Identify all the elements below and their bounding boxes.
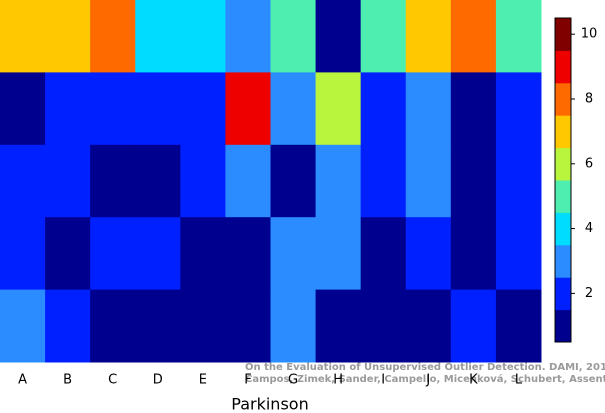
- x-axis-label: Parkinson: [231, 395, 308, 413]
- heatmap-cell: [45, 217, 91, 291]
- heatmap-cell: [315, 144, 362, 218]
- x-tick-label: B: [63, 373, 72, 388]
- colorbar-tick-label: 4: [585, 221, 593, 236]
- heatmap-cell: [495, 72, 542, 146]
- heatmap-cell: [315, 72, 362, 146]
- colorbar-band: [555, 115, 571, 149]
- heatmap-cell: [45, 144, 91, 218]
- heatmap-cell: [495, 0, 542, 73]
- heatmap-cell: [315, 0, 362, 73]
- heatmap-cell: [90, 289, 136, 363]
- heatmap-cell: [135, 72, 181, 146]
- heatmap-cell: [270, 72, 317, 146]
- heatmap-cell: [90, 0, 136, 73]
- heatmap-cell: [90, 144, 136, 218]
- heatmap-cell: [0, 217, 46, 291]
- heatmap-cell: [360, 72, 407, 146]
- annotation: Campos, Zimek, Sander, Campello, Micenko…: [245, 373, 605, 385]
- heatmap-cell: [180, 72, 226, 146]
- heatmap-cell: [360, 144, 407, 218]
- heatmap-cell: [45, 289, 91, 363]
- x-tick-label: H: [333, 373, 343, 388]
- heatmap-cell: [450, 217, 497, 291]
- heatmap-cell: [405, 144, 452, 218]
- x-tick-label: F: [244, 373, 251, 388]
- colorbar-band: [555, 277, 571, 311]
- heatmap-cell: [360, 217, 407, 291]
- heatmap-cell: [225, 72, 271, 146]
- heatmap-cell: [0, 289, 46, 363]
- colorbar-band: [555, 147, 571, 181]
- x-tick-label: L: [515, 373, 523, 388]
- heatmap-cell: [90, 217, 136, 291]
- heatmap-cell: [495, 144, 542, 218]
- heatmap-cell: [360, 289, 407, 363]
- heatmap-cell: [360, 0, 407, 73]
- heatmap-cell: [225, 144, 271, 218]
- heatmap-cell: [0, 0, 46, 73]
- heatmap-cell: [180, 0, 226, 73]
- colorbar-band: [555, 244, 571, 278]
- heatmap-cell: [135, 144, 181, 218]
- colorbar-band: [555, 18, 571, 51]
- heatmap-cell: [0, 144, 46, 218]
- x-tick-label: C: [108, 373, 117, 388]
- colorbar-frame: [554, 17, 572, 343]
- x-tick-label: E: [199, 373, 207, 388]
- colorbar-band: [555, 212, 571, 246]
- colorbar-band: [555, 82, 571, 116]
- x-tick-label: I: [381, 373, 385, 388]
- heatmap-cell: [450, 289, 497, 363]
- heatmap-cell: [315, 217, 362, 291]
- heatmap-cell: [225, 0, 271, 73]
- heatmap-cell: [45, 0, 91, 73]
- heatmap-cell: [180, 217, 226, 291]
- colorbar-band: [555, 309, 571, 343]
- heatmap-cell: [135, 217, 181, 291]
- colorbar-tick-label: 2: [585, 286, 593, 301]
- colorbar-band: [555, 50, 571, 84]
- colorbar-tick-label: 8: [585, 92, 593, 107]
- heatmap-cell: [450, 0, 497, 73]
- heatmap-cell: [315, 289, 362, 363]
- x-tick-label: D: [153, 373, 163, 388]
- heatmap-cell: [135, 0, 181, 73]
- heatmap-cell: [90, 72, 136, 146]
- heatmap-cell: [45, 72, 91, 146]
- heatmap-cell: [225, 217, 271, 291]
- heatmap-cell: [450, 144, 497, 218]
- heatmap-cell: [405, 72, 452, 146]
- heatmap-cell: [495, 217, 542, 291]
- x-tick-label: G: [288, 373, 298, 388]
- heatmap-cell: [450, 72, 497, 146]
- x-tick-label: K: [469, 373, 478, 388]
- x-tick-label: A: [18, 373, 27, 388]
- heatmap-cell: [225, 289, 271, 363]
- heatmap-cell: [135, 289, 181, 363]
- heatmap-cell: [180, 289, 226, 363]
- annotation: On the Evaluation of Unsupervised Outlie…: [245, 362, 605, 373]
- heatmap-cell: [405, 289, 452, 363]
- colorbar-tick-label: 6: [585, 156, 593, 171]
- heatmap-cell: [270, 289, 317, 363]
- heatmap-cell: [270, 144, 317, 218]
- heatmap-cell: [495, 289, 542, 363]
- heatmap-cell: [405, 217, 452, 291]
- heatmap-cell: [0, 72, 46, 146]
- colorbar-tick-label: 10: [581, 27, 598, 42]
- x-tick-label: J: [425, 373, 430, 388]
- heatmap-cell: [270, 0, 317, 73]
- heatmap-cell: [180, 144, 226, 218]
- heatmap-cell: [405, 0, 452, 73]
- colorbar-band: [555, 180, 571, 213]
- heatmap-cell: [270, 217, 317, 291]
